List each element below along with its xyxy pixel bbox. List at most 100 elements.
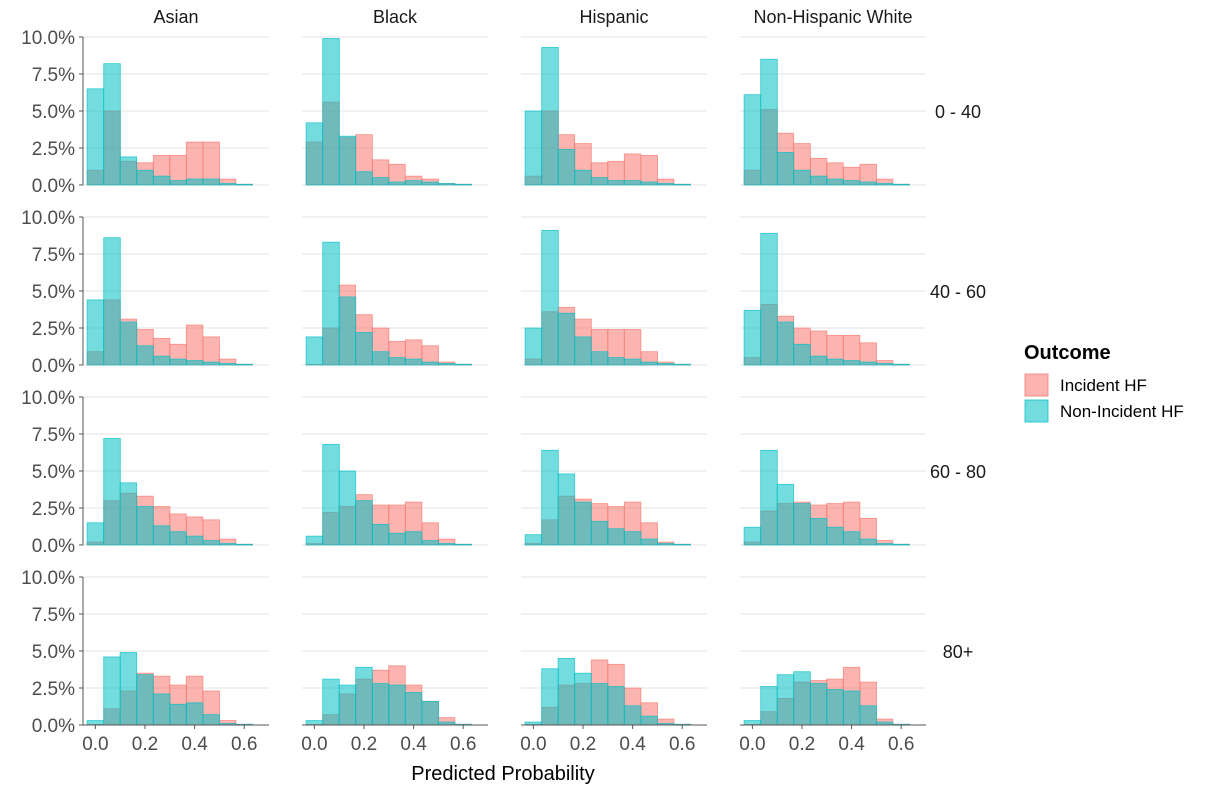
- x-tick-label: 0.0: [301, 734, 327, 755]
- non-incident-hf-bar: [640, 361, 658, 366]
- bars: [86, 38, 910, 726]
- non-incident-hf-bar: [607, 357, 625, 366]
- non-incident-hf-bar: [218, 183, 237, 186]
- legend-title: Outcome: [1024, 342, 1111, 364]
- non-incident-hf-bar: [760, 449, 778, 546]
- facet-panel: [305, 38, 472, 186]
- non-incident-hf-bar: [656, 543, 675, 546]
- non-incident-hf-bar: [454, 363, 472, 366]
- facet-panel: [86, 237, 253, 366]
- x-tick-label: 0.4: [181, 734, 208, 755]
- x-tick-label: 0.4: [400, 734, 427, 755]
- non-incident-hf-bar: [218, 363, 237, 366]
- non-incident-hf-bar: [743, 526, 762, 546]
- non-incident-hf-bar: [355, 666, 373, 726]
- incident-hf-bar: [185, 324, 204, 366]
- x-tick-label: 0.2: [570, 734, 596, 755]
- non-incident-hf-bar: [404, 531, 423, 546]
- legend-label: Incident HF: [1060, 376, 1147, 395]
- non-incident-hf-bar: [842, 180, 861, 186]
- non-incident-hf-bar: [875, 543, 894, 546]
- incident-hf-bar: [202, 336, 220, 366]
- facet-panel: [524, 46, 691, 186]
- gridlines: [83, 36, 926, 726]
- non-incident-hf-bar: [743, 94, 762, 186]
- non-incident-hf-bar: [404, 358, 423, 366]
- non-incident-hf-bar: [136, 506, 154, 546]
- facet-panel: [743, 666, 910, 726]
- non-incident-hf-bar: [776, 483, 795, 546]
- non-incident-hf-bar: [152, 355, 171, 366]
- y-tick-label: 7.5%: [32, 605, 75, 626]
- non-incident-hf-bar: [454, 543, 472, 546]
- non-incident-hf-bar: [86, 720, 105, 726]
- facet-panel: [86, 63, 253, 186]
- non-incident-hf-bar: [590, 683, 609, 726]
- non-incident-hf-bar: [590, 520, 609, 546]
- x-tick-label: 0.0: [739, 734, 765, 755]
- non-incident-hf-bar: [437, 183, 456, 186]
- facet-column-label: Non-Hispanic White: [753, 7, 912, 27]
- non-incident-hf-bar: [404, 692, 423, 726]
- non-incident-hf-bar: [421, 700, 439, 726]
- y-tick-label: 2.5%: [32, 499, 75, 520]
- non-incident-hf-bar: [793, 503, 811, 546]
- non-incident-hf-bar: [235, 183, 253, 186]
- non-incident-hf-bar: [421, 361, 439, 366]
- facet-column-label: Black: [373, 7, 418, 27]
- y-tick-label: 5.0%: [32, 282, 75, 303]
- non-incident-hf-bar: [623, 358, 642, 366]
- non-incident-hf-bar: [136, 169, 154, 186]
- incident-hf-bar: [202, 141, 220, 186]
- non-incident-hf-bar: [590, 177, 609, 186]
- non-incident-hf-bar: [826, 689, 844, 726]
- x-tick-label: 0.6: [450, 734, 476, 755]
- legend: Outcome Incident HF Non-Incident HF: [1024, 342, 1184, 423]
- facet-column-label: Asian: [153, 7, 198, 27]
- non-incident-hf-bar: [202, 178, 220, 186]
- non-incident-hf-bar: [103, 438, 121, 546]
- non-incident-hf-bar: [185, 360, 204, 366]
- non-incident-hf-bar: [119, 321, 138, 366]
- non-incident-hf-bar: [826, 526, 844, 546]
- y-tick-label: 10.0%: [21, 28, 75, 49]
- non-incident-hf-bar: [218, 543, 237, 546]
- non-incident-hf-bar: [892, 183, 910, 186]
- non-incident-hf-bar: [760, 686, 778, 726]
- non-incident-hf-bar: [355, 171, 373, 186]
- non-incident-hf-bar: [437, 363, 456, 366]
- non-incident-hf-bar: [673, 183, 691, 186]
- x-tick-label: 0.4: [619, 734, 646, 755]
- non-incident-hf-bar: [541, 46, 559, 186]
- non-incident-hf-bar: [152, 175, 171, 186]
- non-incident-hf-bar: [152, 525, 171, 546]
- y-tick-label: 0.0%: [32, 356, 75, 377]
- non-incident-hf-bar: [793, 343, 811, 366]
- incident-hf-bar: [640, 154, 658, 186]
- non-incident-hf-bar: [322, 241, 340, 366]
- non-incident-hf-bar: [760, 58, 778, 186]
- non-incident-hf-bar: [859, 705, 877, 726]
- x-tick-label: 0.6: [231, 734, 257, 755]
- non-incident-hf-bar: [793, 671, 811, 726]
- non-incident-hf-bar: [404, 180, 423, 186]
- facet-panel: [743, 232, 910, 366]
- non-incident-hf-bar: [136, 674, 154, 726]
- non-incident-hf-bar: [355, 332, 373, 366]
- axes: [82, 37, 926, 726]
- non-incident-hf-bar: [809, 683, 828, 726]
- non-incident-hf-bar: [607, 528, 625, 546]
- non-incident-hf-bar: [656, 183, 675, 186]
- non-incident-hf-bar: [743, 720, 762, 726]
- legend-swatch: [1024, 373, 1049, 397]
- non-incident-hf-bar: [338, 296, 357, 366]
- non-incident-hf-bar: [574, 169, 592, 186]
- y-tick-label: 0.0%: [32, 176, 75, 197]
- facet-panel: [524, 229, 691, 366]
- non-incident-hf-bar: [305, 122, 324, 186]
- non-incident-hf-bar: [169, 531, 187, 546]
- non-incident-hf-bar: [388, 181, 406, 186]
- facet-row-label: 60 - 80: [930, 462, 986, 482]
- non-incident-hf-bar: [557, 149, 576, 186]
- non-incident-hf-bar: [607, 686, 625, 726]
